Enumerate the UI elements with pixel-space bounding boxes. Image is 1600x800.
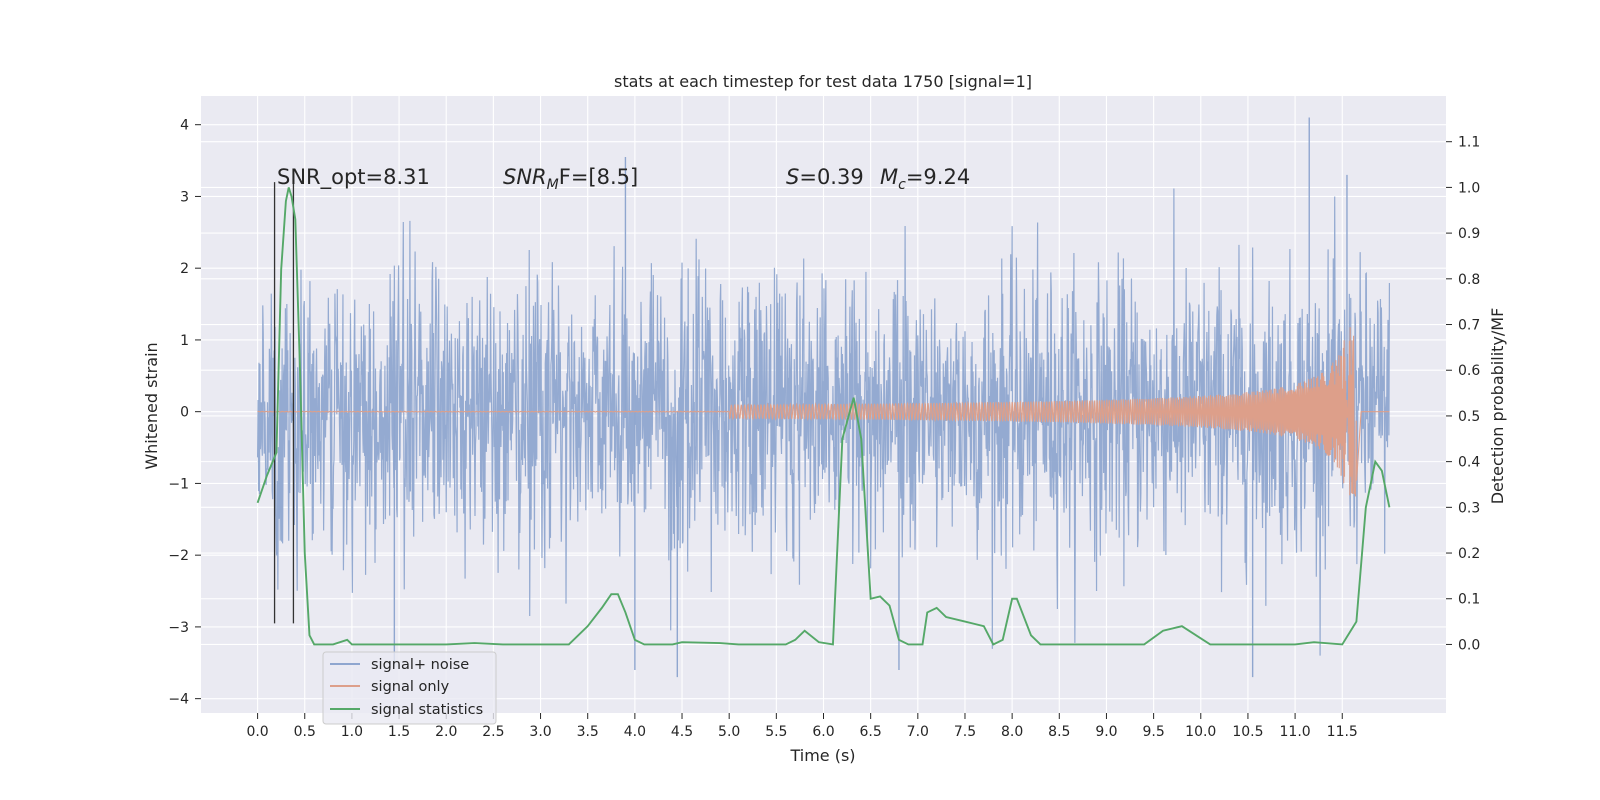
series-signal-plus-noise — [256, 117, 1391, 678]
x-tick-label: 1.5 — [388, 724, 410, 740]
x-tick-label: 8.0 — [1001, 724, 1023, 740]
x-tick-label: 9.0 — [1095, 724, 1117, 740]
chart-title: stats at each timestep for test data 175… — [614, 72, 1032, 91]
y-tick-label-left: 2 — [180, 261, 189, 277]
ticks: 0.0 0.5 1.0 1.5 2.0 2.5 3.0 3.5 4.0 4.5 5.0 5.5 6.0 6… — [168, 118, 1480, 740]
y-tick-label-left: 3 — [180, 189, 189, 205]
x-tick-label: 6.5 — [860, 724, 882, 740]
y-tick-label-left: −4 — [168, 692, 189, 708]
noise-trace — [256, 188, 1391, 656]
y-tick-label-right: 1.0 — [1458, 180, 1480, 196]
y-tick-label-right: 0.9 — [1458, 226, 1480, 242]
y-tick-label-right: 0.0 — [1458, 637, 1480, 653]
y-tick-label-right: 0.2 — [1458, 546, 1480, 562]
x-tick-label: 0.5 — [294, 724, 316, 740]
y-tick-label-right: 0.7 — [1458, 318, 1480, 334]
y-tick-label-right: 1.1 — [1458, 135, 1480, 151]
x-tick-label: 2.5 — [482, 724, 504, 740]
y-tick-label-right: 0.5 — [1458, 409, 1480, 425]
annotation-mc: Mc=9.24 — [880, 165, 970, 193]
y-tick-label-left: −2 — [168, 548, 189, 564]
marker-lines — [273, 182, 295, 624]
y-tick-label-right: 0.3 — [1458, 500, 1480, 516]
legend-label-signal-plus-noise: signal+ noise — [371, 657, 469, 673]
x-tick-label: 11.0 — [1280, 724, 1311, 740]
x-tick-label: 5.0 — [718, 724, 740, 740]
x-tick-label: 10.0 — [1185, 724, 1216, 740]
y-tick-label-left: 0 — [180, 405, 189, 421]
x-tick-label: 2.0 — [435, 724, 457, 740]
y-tick-label-left: 1 — [180, 333, 189, 349]
y-tick-label-left: −1 — [168, 476, 189, 492]
statistics-trace — [256, 187, 1391, 646]
x-tick-label: 11.5 — [1327, 724, 1358, 740]
legend-label-signal-statistics: signal statistics — [371, 702, 483, 718]
y-tick-label-right: 0.8 — [1458, 272, 1480, 288]
y-axis-label-left-text: Whitened strain — [142, 342, 161, 469]
x-tick-label: 10.5 — [1232, 724, 1263, 740]
x-tick-label: 3.5 — [577, 724, 599, 740]
signal-trace — [257, 327, 1390, 497]
annotation-snr-mf: SNRMF=[8.5] — [503, 165, 638, 193]
x-tick-label: 3.0 — [529, 724, 551, 740]
x-tick-label: 7.5 — [954, 724, 976, 740]
annotation-s: S=0.39 — [786, 165, 864, 189]
x-tick-label: 0.0 — [246, 724, 268, 740]
y-tick-label-right: 0.4 — [1458, 455, 1480, 471]
series-signal-statistics — [256, 187, 1391, 646]
x-tick-label: 1.0 — [341, 724, 363, 740]
legend-label-signal-only: signal only — [371, 679, 450, 695]
y-tick-label-right: 0.6 — [1458, 363, 1480, 379]
x-tick-label: 5.5 — [765, 724, 787, 740]
x-tick-label: 4.0 — [624, 724, 646, 740]
legend: signal+ noise signal only signal statist… — [322, 651, 497, 725]
y-tick-label-left: −3 — [168, 620, 189, 636]
y-axis-label-right: Detection probability/MF — [1488, 308, 1507, 505]
annotation-snr-opt: SNR_opt=8.31 — [277, 165, 430, 190]
x-tick-label: 7.0 — [907, 724, 929, 740]
x-tick-label: 9.5 — [1142, 724, 1164, 740]
series-signal-only — [257, 327, 1390, 497]
x-tick-label: 8.5 — [1048, 724, 1070, 740]
legend-box — [322, 651, 497, 725]
y-tick-label-right: 0.1 — [1458, 592, 1480, 608]
x-axis-label: Time (s) — [789, 746, 855, 765]
x-tick-label: 6.0 — [812, 724, 834, 740]
y-tick-label-left: 4 — [180, 118, 189, 134]
annotations: SNR_opt=8.31 SNRMF=[8.5] S=0.39 Mc=9.24 — [277, 165, 970, 193]
x-tick-label: 4.5 — [671, 724, 693, 740]
